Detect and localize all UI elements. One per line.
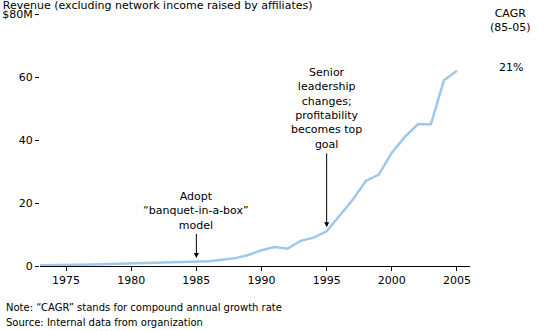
svg-text:2005: 2005 (443, 274, 471, 287)
svg-text:40: 40 (19, 134, 33, 147)
svg-text:Note: “CAGR” stands for compou: Note: “CAGR” stands for compound annual … (6, 302, 282, 313)
svg-text:1980: 1980 (117, 274, 145, 287)
svg-text:2000: 2000 (378, 274, 406, 287)
svg-text:1985: 1985 (182, 274, 210, 287)
svg-text:Seniorleadershipchanges;profit: Seniorleadershipchanges;profitabilitybec… (291, 66, 362, 151)
svg-text:CAGR(85-05): CAGR(85-05) (490, 7, 531, 34)
svg-text:Revenue (excluding network inc: Revenue (excluding network income raised… (3, 0, 313, 12)
svg-text:1975: 1975 (52, 274, 80, 287)
svg-text:1990: 1990 (248, 274, 276, 287)
svg-text:1995: 1995 (313, 274, 341, 287)
svg-text:$80M: $80M (2, 8, 33, 21)
svg-text:0: 0 (26, 260, 33, 273)
svg-text:60: 60 (19, 71, 33, 84)
svg-text:Source: Internal data from org: Source: Internal data from organization (6, 317, 203, 328)
svg-text:20: 20 (19, 197, 33, 210)
svg-text:Adopt“banquet-in-a-box”model: Adopt“banquet-in-a-box”model (143, 190, 249, 232)
svg-text:21%: 21% (499, 61, 523, 74)
